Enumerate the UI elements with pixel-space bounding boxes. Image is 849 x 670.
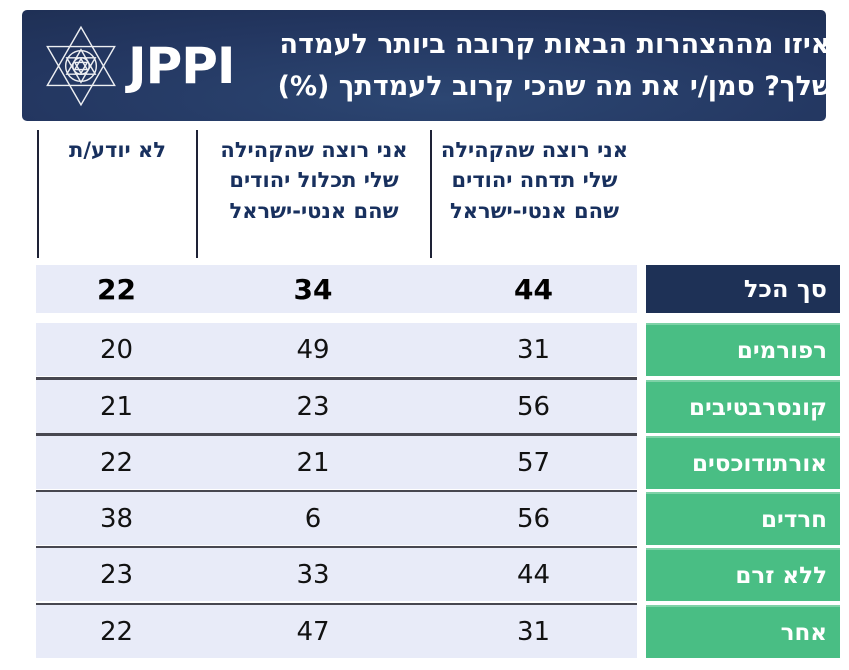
value-cell: 56	[516, 503, 551, 534]
value-cell: 31	[516, 334, 551, 365]
table-row: 31 47 22 אחר	[0, 605, 849, 658]
row-background	[36, 265, 637, 313]
value-cell: 34	[293, 272, 333, 306]
row-label: ללא זרם	[646, 548, 840, 601]
value-cell: 22	[97, 272, 136, 306]
title-line-1: איזו מההצהרות הבאות קרובה ביותר לעמדה	[279, 28, 831, 60]
table-row: 57 21 22 אורתודוכסים	[0, 436, 849, 489]
star-of-david-icon	[40, 21, 122, 111]
row-background	[36, 605, 637, 658]
brand-name: JPPI	[128, 36, 235, 95]
value-cell: 31	[516, 616, 551, 647]
row-label-total: סך הכל	[646, 265, 840, 313]
value-cell: 23	[296, 391, 330, 422]
row-divider	[36, 603, 637, 606]
value-cell: 6	[304, 503, 322, 534]
row-divider	[36, 490, 637, 493]
column-header-reject: אני רוצה שהקהילה שלי תדחה יהודים שהם אנט…	[430, 130, 637, 258]
column-header-line: אני רוצה שהקהילה	[220, 138, 408, 162]
value-cell: 21	[99, 391, 134, 422]
value-cell: 57	[516, 447, 551, 478]
table-row: 31 49 20 רפורמים	[0, 323, 849, 376]
row-label: רפורמים	[646, 323, 840, 376]
value-cell: 23	[99, 559, 134, 590]
value-cell: 47	[296, 616, 330, 647]
header-banner: JPPI איזו מההצהרות הבאות קרובה ביותר לעמ…	[22, 10, 832, 121]
table-row: 44 33 23 ללא זרם	[0, 548, 849, 601]
value-cell: 44	[516, 559, 551, 590]
row-divider	[36, 433, 637, 436]
value-cell: 49	[296, 334, 330, 365]
table-row: 56 6 38 חרדים	[0, 492, 849, 545]
value-cell: 33	[296, 559, 330, 590]
row-divider	[36, 377, 637, 380]
row-background	[36, 380, 637, 433]
column-header-line: אני רוצה שהקהילה	[440, 138, 629, 162]
row-label: קונסרבטיבים	[646, 380, 840, 433]
value-cell: 21	[296, 447, 330, 478]
column-header-line: שלי תכלול יהודים	[229, 168, 399, 193]
table-row: 56 23 21 קונסרבטיבים	[0, 380, 849, 433]
page-title: איזו מההצהרות הבאות קרובה ביותר לעמדה של…	[272, 10, 838, 121]
column-header-dontknow: לא יודע/ת	[37, 130, 196, 258]
column-header-line: שלי תדחה יהודים	[451, 168, 618, 193]
table-row-total: 44 34 22 סך הכל	[0, 265, 849, 313]
value-cell: 22	[99, 616, 134, 647]
row-background	[36, 548, 637, 601]
value-cell: 56	[516, 391, 551, 422]
value-cell: 22	[99, 447, 134, 478]
column-header-line-bold: שהם אנטי-ישראל	[229, 198, 399, 223]
row-label: אורתודוכסים	[646, 436, 840, 489]
value-cell: 38	[99, 503, 134, 534]
row-background	[36, 492, 637, 545]
jppi-logo: JPPI	[40, 21, 235, 111]
title-line-2: שלך? סמן/י את מה שהכי קרוב לעמדתך (%)	[277, 70, 833, 102]
row-label: חרדים	[646, 492, 840, 545]
column-header-include: אני רוצה שהקהילה שלי תכלול יהודים שהם אנ…	[196, 130, 430, 258]
column-header-line: לא יודע/ת	[68, 138, 167, 162]
value-cell: 20	[99, 334, 134, 365]
row-background	[36, 436, 637, 489]
value-cell: 44	[514, 272, 553, 306]
row-label: אחר	[646, 605, 840, 658]
column-header-line-bold: שהם אנטי-ישראל	[450, 198, 619, 223]
row-divider	[36, 546, 637, 549]
row-background	[36, 323, 637, 376]
